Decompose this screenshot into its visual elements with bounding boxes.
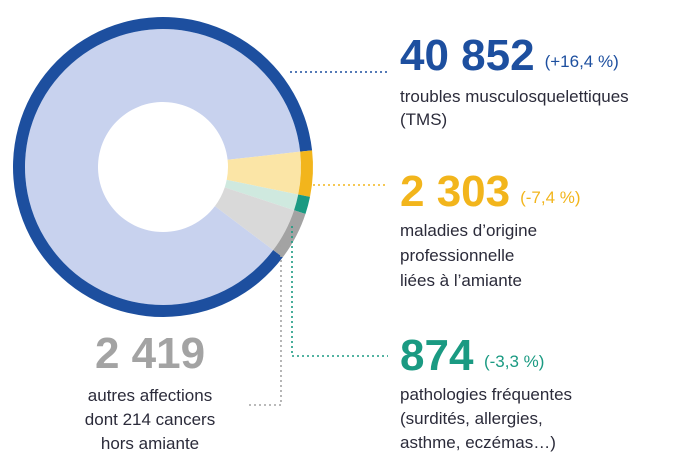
donut-inner-segment (214, 187, 295, 251)
leader-line (246, 240, 282, 406)
change-label: (-3,3 %) (484, 352, 544, 371)
donut-outer-segment (294, 194, 311, 214)
value-label: 2 419 (95, 329, 205, 378)
leader-line (291, 226, 388, 357)
description: maladies d’origine (400, 221, 537, 240)
donut-inner-segment (226, 151, 301, 195)
change-label: (+16,4 %) (545, 52, 619, 71)
change-label: (-7,4 %) (520, 188, 580, 207)
description: (surdités, allergies, (400, 409, 543, 428)
description: liées à l’amiante (400, 271, 522, 290)
description: hors amiante (101, 434, 199, 453)
description: asthme, eczémas…) (400, 433, 556, 452)
value-label: 874 (400, 331, 474, 380)
description: professionnelle (400, 246, 514, 265)
value-label: 40 852 (400, 31, 535, 80)
donut-inner-segment (224, 179, 299, 211)
donut-inner-segment (24, 29, 301, 306)
value-label: 2 303 (400, 167, 510, 216)
description: (TMS) (400, 110, 447, 129)
description: pathologies fréquentes (400, 385, 572, 404)
description: autres affections (88, 386, 212, 405)
description: troubles musculosquelettiques (400, 87, 629, 106)
description: dont 214 cancers (85, 410, 215, 429)
